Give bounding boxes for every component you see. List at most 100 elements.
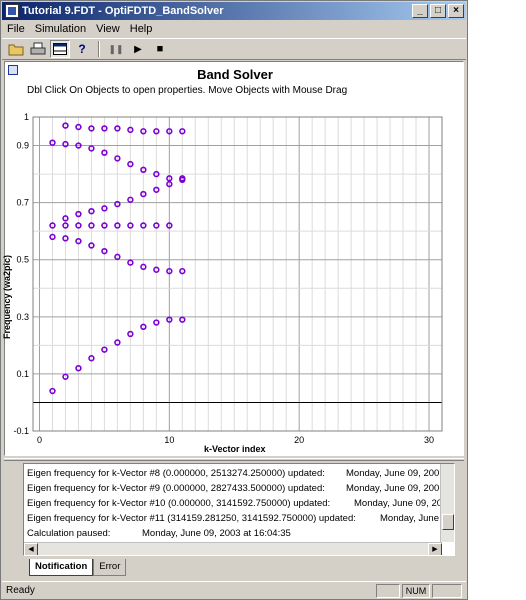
title-bar[interactable]: Tutorial 9.FDT - OptiFDTD_BandSolver _ □… (2, 2, 466, 20)
data-point (179, 176, 186, 184)
log-date: Monday, June 09, 200 (346, 468, 440, 479)
menu-help[interactable]: Help (129, 23, 153, 35)
toolbar-separator (98, 41, 100, 57)
data-point (114, 253, 121, 261)
y-tick-label: 0.7 (16, 198, 29, 208)
data-point (127, 222, 134, 229)
log-horizontal-scrollbar[interactable]: ◀ ▶ (24, 542, 442, 555)
help-icon[interactable]: ? (72, 40, 92, 58)
panel-icon[interactable] (50, 40, 70, 58)
log-scroll-thumb[interactable] (442, 514, 454, 530)
data-point (140, 263, 147, 271)
log-tabs: Notification Error (29, 559, 127, 576)
data-point (62, 222, 69, 229)
data-point (75, 142, 82, 149)
log-date: Monday, June 09, 2 (380, 513, 455, 524)
x-tick-label: 0 (37, 435, 42, 445)
x-axis-label: k-Vector index (204, 444, 266, 454)
chart-window-icon[interactable] (8, 65, 18, 75)
data-point (75, 123, 82, 131)
data-point (75, 210, 82, 218)
log-date: Monday, June 09, 200 (354, 498, 448, 509)
play-icon[interactable]: ▶ (128, 40, 148, 58)
y-axis-label: Frequency (wa2pic) (2, 254, 13, 340)
band-chart[interactable]: -0.10.10.30.50.70.910 10 20 30 (5, 62, 463, 455)
data-point (75, 237, 82, 245)
y-tick-label: 0.3 (16, 312, 29, 322)
stop-glyph: ■ (156, 43, 164, 55)
data-point (75, 222, 82, 229)
menu-simulation[interactable]: Simulation (34, 23, 87, 35)
status-pane-empty (432, 584, 462, 598)
data-point (101, 125, 108, 132)
toolbar: ? ❚❚ ▶ ■ (2, 38, 466, 60)
data-point (153, 170, 160, 178)
data-point (114, 339, 121, 346)
chart-title: Band Solver (197, 67, 273, 82)
log-row: Eigen frequency for k-Vector #8 (0.00000… (27, 468, 325, 479)
data-point (49, 222, 56, 229)
menu-file[interactable]: File (7, 23, 25, 35)
data-point (127, 330, 134, 338)
log-date: Monday, June 09, 2003 at 16:04:35 (142, 528, 291, 539)
data-point (153, 319, 160, 326)
print-icon[interactable] (28, 40, 48, 58)
data-point (114, 200, 121, 208)
open-folder-icon[interactable] (6, 40, 26, 58)
help-glyph: ? (78, 42, 86, 56)
data-point (88, 222, 95, 229)
minimize-button[interactable]: _ (412, 4, 428, 18)
plot-area-frame (32, 116, 443, 432)
x-tick-label: 10 (164, 435, 174, 445)
data-point (127, 196, 134, 203)
play-glyph: ▶ (134, 43, 142, 55)
application-window: Tutorial 9.FDT - OptiFDTD_BandSolver _ □… (0, 0, 468, 600)
data-point (101, 149, 108, 156)
data-point (88, 145, 95, 152)
window-title: Tutorial 9.FDT - OptiFDTD_BandSolver (22, 5, 224, 17)
scroll-right-icon[interactable]: ▶ (428, 543, 442, 555)
data-point (166, 180, 173, 188)
x-tick-label: 20 (294, 435, 304, 445)
data-point (49, 233, 56, 241)
data-point (140, 166, 147, 174)
stop-icon[interactable]: ■ (150, 40, 170, 58)
data-point (101, 205, 108, 212)
notification-log: Eigen frequency for k-Vector #8 (0.00000… (23, 463, 455, 556)
x-tick-label: 30 (424, 435, 434, 445)
y-tick-label: 0.1 (16, 369, 29, 379)
data-point (101, 247, 108, 255)
maximize-button[interactable]: □ (430, 4, 446, 18)
tab-notification[interactable]: Notification (29, 559, 94, 576)
data-point (140, 323, 147, 331)
data-point (101, 346, 108, 353)
data-point (166, 222, 173, 229)
data-point (62, 215, 69, 222)
band-solver-chart-window: -0.1 0.1 0.3 0.5 0.7 0.9 1 0 10 20 30 Band Solver … (2, 61, 464, 456)
data-point (153, 222, 160, 229)
data-point (114, 155, 121, 162)
app-icon[interactable] (5, 4, 19, 18)
data-point (140, 222, 147, 229)
y-tick-label: -0.1 (13, 426, 29, 436)
data-point (114, 222, 121, 229)
tab-error[interactable]: Error (93, 559, 127, 576)
pause-icon[interactable]: ❚❚ (106, 40, 126, 58)
menu-view[interactable]: View (96, 23, 120, 35)
data-point (62, 235, 69, 242)
data-point (140, 128, 147, 135)
y-tick-label: 1 (24, 112, 29, 122)
data-point (153, 186, 160, 193)
scroll-left-icon[interactable]: ◀ (24, 543, 38, 555)
splitter[interactable] (4, 458, 464, 461)
log-row: Eigen frequency for k-Vector #10 (0.0000… (27, 498, 331, 509)
close-button[interactable]: × (448, 4, 464, 18)
data-point (75, 365, 82, 372)
data-point (88, 355, 95, 362)
data-point (166, 175, 173, 182)
data-point (179, 316, 186, 323)
data-point (140, 190, 147, 198)
log-vertical-scrollbar[interactable] (440, 464, 454, 542)
num-indicator: NUM (402, 584, 430, 598)
y-tick-label: 0.9 (16, 141, 29, 151)
